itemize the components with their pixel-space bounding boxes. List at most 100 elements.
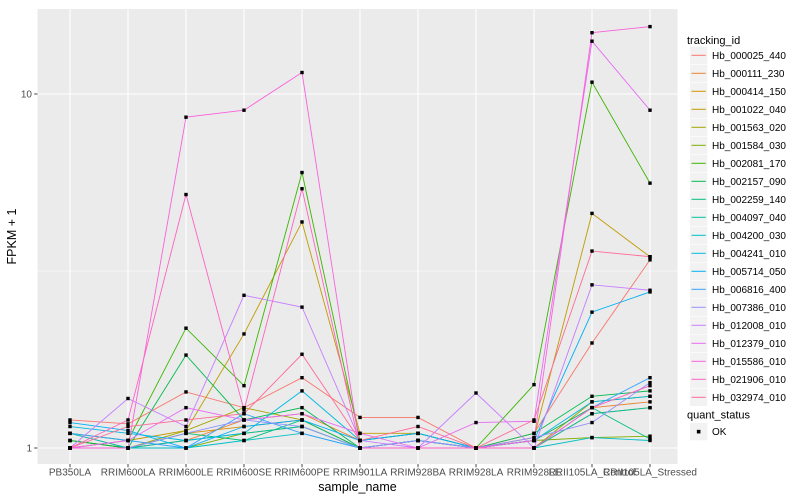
data-point bbox=[648, 108, 652, 112]
legend-quant-label: OK bbox=[712, 427, 727, 438]
data-point bbox=[126, 418, 130, 422]
data-point bbox=[68, 446, 72, 450]
data-point bbox=[416, 438, 420, 443]
legend-label: Hb_002157_090 bbox=[712, 177, 786, 188]
data-point bbox=[648, 181, 652, 185]
data-point bbox=[68, 420, 72, 425]
data-point bbox=[126, 438, 130, 443]
data-point bbox=[300, 187, 304, 191]
x-tick-label: PB350LA bbox=[49, 468, 92, 479]
x-tick-label: RRIM600LE bbox=[159, 468, 214, 479]
x-tick-label: RRII105LA_Stressed bbox=[603, 468, 697, 479]
x-tick-label: RRIM928LE bbox=[507, 468, 562, 479]
data-point bbox=[300, 375, 304, 380]
legend-row-Hb_000025_440: Hb_000025_440 bbox=[690, 46, 786, 64]
data-point bbox=[126, 422, 130, 426]
data-point bbox=[184, 390, 188, 394]
x-tick-label: RRIM928BA bbox=[390, 468, 446, 479]
data-point bbox=[358, 446, 362, 450]
data-point bbox=[590, 80, 594, 84]
data-point bbox=[184, 446, 188, 450]
data-point bbox=[416, 415, 420, 420]
legend-label: Hb_001022_040 bbox=[712, 105, 786, 116]
data-point bbox=[242, 424, 246, 429]
panel-background bbox=[37, 9, 678, 464]
legend-row-Hb_000414_150: Hb_000414_150 bbox=[690, 82, 786, 100]
data-point bbox=[184, 326, 188, 330]
legend: tracking_id Hb_000025_440Hb_000111_230Hb… bbox=[687, 35, 786, 441]
data-point bbox=[590, 411, 594, 416]
legend-row-Hb_001563_020: Hb_001563_020 bbox=[690, 118, 786, 136]
legend-quant-row: OK bbox=[690, 423, 727, 441]
data-point bbox=[648, 24, 652, 29]
data-point bbox=[126, 396, 130, 401]
y-axis-title: FPKM + 1 bbox=[5, 208, 19, 264]
data-point bbox=[126, 428, 130, 433]
y-tick-label: 1 bbox=[26, 444, 32, 455]
data-point bbox=[68, 424, 72, 429]
data-point bbox=[648, 288, 652, 292]
legend-label: Hb_015586_010 bbox=[712, 357, 786, 368]
legend-row-Hb_001022_040: Hb_001022_040 bbox=[690, 100, 786, 118]
data-point bbox=[648, 383, 652, 388]
data-point bbox=[590, 283, 594, 287]
legend-label: Hb_007386_010 bbox=[712, 303, 786, 314]
legend-label: Hb_002081_170 bbox=[712, 159, 786, 170]
legend-label: Hb_000025_440 bbox=[712, 51, 786, 62]
data-point bbox=[590, 341, 594, 345]
legend-label: Hb_000111_230 bbox=[712, 69, 785, 80]
data-point bbox=[300, 305, 304, 309]
data-point bbox=[532, 431, 536, 436]
data-point bbox=[590, 405, 594, 410]
data-point bbox=[532, 418, 536, 422]
gridlines bbox=[37, 9, 678, 464]
legend-row-Hb_004200_030: Hb_004200_030 bbox=[690, 226, 786, 244]
quant-ok-square-marker bbox=[696, 429, 701, 434]
data-point bbox=[358, 415, 362, 420]
data-point bbox=[590, 400, 594, 404]
data-point bbox=[590, 310, 594, 314]
legend-label: Hb_005714_050 bbox=[712, 267, 786, 278]
data-point bbox=[532, 446, 536, 450]
data-point bbox=[242, 438, 246, 443]
data-point bbox=[474, 420, 478, 425]
legend-row-Hb_002081_170: Hb_002081_170 bbox=[690, 154, 786, 172]
legend-label: Hb_004097_040 bbox=[712, 213, 786, 224]
data-point bbox=[184, 405, 188, 410]
data-point bbox=[648, 258, 652, 262]
legend-row-Hb_021906_010: Hb_021906_010 bbox=[690, 370, 786, 388]
x-axis-title: sample_name bbox=[318, 480, 397, 494]
legend-label: Hb_012008_010 bbox=[712, 321, 786, 332]
legend-row-Hb_002157_090: Hb_002157_090 bbox=[690, 172, 786, 190]
data-point bbox=[242, 383, 246, 388]
data-points bbox=[68, 24, 652, 450]
data-point bbox=[358, 438, 362, 443]
data-point bbox=[590, 249, 594, 253]
data-point bbox=[590, 394, 594, 398]
data-point bbox=[300, 405, 304, 410]
data-point bbox=[474, 391, 478, 395]
data-point bbox=[68, 418, 72, 422]
legend-row-Hb_000111_230: Hb_000111_230 bbox=[690, 64, 785, 82]
legend-row-Hb_004097_040: Hb_004097_040 bbox=[690, 208, 786, 226]
data-point bbox=[474, 446, 478, 450]
data-point bbox=[590, 39, 594, 43]
data-point bbox=[242, 411, 246, 416]
data-point bbox=[242, 293, 246, 297]
data-point bbox=[126, 431, 130, 436]
legend-label: Hb_006816_400 bbox=[712, 285, 786, 296]
data-point bbox=[300, 389, 304, 393]
legend-row-Hb_002259_140: Hb_002259_140 bbox=[690, 190, 786, 208]
data-point bbox=[184, 428, 188, 433]
data-point bbox=[126, 446, 130, 450]
data-point bbox=[648, 375, 652, 380]
data-point bbox=[416, 446, 420, 450]
x-tick-label: RRIM600SE bbox=[216, 468, 272, 479]
legend-label: Hb_004241_010 bbox=[712, 249, 786, 260]
data-point bbox=[242, 405, 246, 410]
legend-label: Hb_001584_030 bbox=[712, 141, 786, 152]
legend-row-Hb_032974_010: Hb_032974_010 bbox=[690, 388, 786, 406]
legend-row-Hb_004241_010: Hb_004241_010 bbox=[690, 244, 786, 262]
legend-label: Hb_004200_030 bbox=[712, 231, 786, 242]
